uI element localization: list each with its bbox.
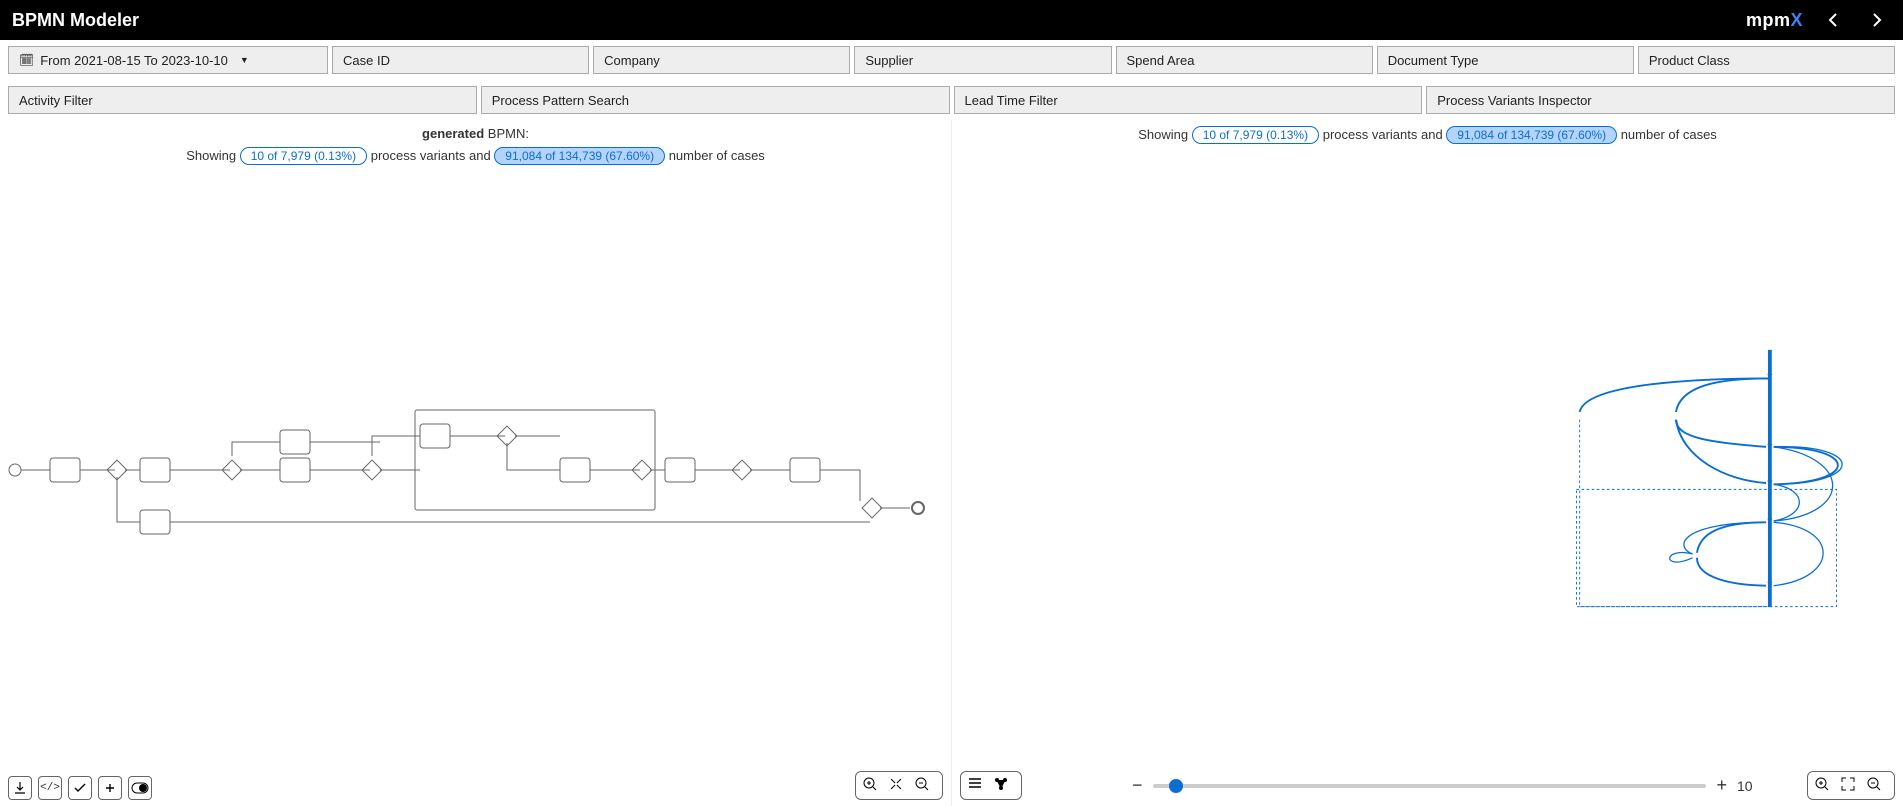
date-range-label: From 2021-08-15 To 2023-10-10 — [40, 53, 228, 68]
bpmn-panel: generated BPMN: Showing 10 of 7,979 (0.1… — [0, 120, 952, 806]
bpmn-canvas[interactable] — [0, 180, 951, 806]
fit-button[interactable] — [888, 776, 910, 795]
list-view-button[interactable] — [967, 776, 989, 795]
variant-slider[interactable] — [1153, 784, 1707, 788]
dropdown-icon: ▼ — [240, 55, 249, 65]
zoom-in-button[interactable] — [862, 776, 884, 795]
slider-plus-button[interactable]: + — [1716, 775, 1727, 796]
download-svg-button[interactable] — [8, 776, 32, 800]
add-button[interactable] — [98, 776, 122, 800]
variants-pill-right[interactable]: 10 of 7,979 (0.13%) — [1192, 126, 1319, 144]
nav-next-button[interactable] — [1863, 6, 1891, 34]
left-zoom-toolbar — [855, 771, 943, 800]
process-pattern-search[interactable]: Process Pattern Search — [481, 86, 950, 114]
top-bar: BPMN Modeler mpmX — [0, 0, 1903, 40]
filter-row-2: Activity Filter Process Pattern Search L… — [0, 80, 1903, 120]
zoom-in-button-right[interactable] — [1814, 776, 1836, 795]
product-class-filter[interactable]: Product Class — [1638, 46, 1895, 74]
date-range-filter[interactable]: 🗓 From 2021-08-15 To 2023-10-10 ▼ — [8, 46, 328, 74]
calendar-icon: 🗓 — [19, 53, 34, 67]
nav-prev-button[interactable] — [1819, 6, 1847, 34]
case-id-filter[interactable]: Case ID — [332, 46, 589, 74]
right-toolbar: − + 10 — [960, 771, 1895, 800]
generated-label: generated — [422, 126, 484, 141]
toggle-button[interactable] — [128, 776, 152, 800]
process-variants-inspector[interactable]: Process Variants Inspector — [1426, 86, 1895, 114]
zoom-out-button[interactable] — [914, 776, 936, 795]
company-filter[interactable]: Company — [593, 46, 850, 74]
cases-pill-right[interactable]: 91,084 of 134,739 (67.60%) — [1446, 126, 1617, 144]
slider-minus-button[interactable]: − — [1132, 775, 1143, 796]
app-title: BPMN Modeler — [12, 10, 139, 31]
flow-stat-line: Showing 10 of 7,979 (0.13%) process vari… — [952, 120, 1903, 150]
zoom-out-button-right[interactable] — [1866, 776, 1888, 795]
bpmn-stat-line: Showing 10 of 7,979 (0.13%) process vari… — [0, 147, 951, 171]
code-button[interactable]: </> — [38, 776, 62, 800]
lead-time-filter[interactable]: Lead Time Filter — [954, 86, 1423, 114]
graph-view-button[interactable] — [993, 776, 1015, 795]
variants-pill[interactable]: 10 of 7,979 (0.13%) — [240, 147, 367, 165]
check-button[interactable] — [68, 776, 92, 800]
slider-value: 10 — [1737, 778, 1767, 794]
document-type-filter[interactable]: Document Type — [1377, 46, 1634, 74]
flow-canvas[interactable]: Start 91,084 End 91,084 Create Purchase … — [952, 160, 1903, 806]
brand-logo: mpmX — [1746, 10, 1803, 31]
left-toolbar: </> — [8, 776, 152, 800]
supplier-filter[interactable]: Supplier — [854, 46, 1111, 74]
activity-filter[interactable]: Activity Filter — [8, 86, 477, 114]
spend-area-filter[interactable]: Spend Area — [1116, 46, 1373, 74]
filter-row-1: 🗓 From 2021-08-15 To 2023-10-10 ▼ Case I… — [0, 40, 1903, 80]
process-flow-panel: Showing 10 of 7,979 (0.13%) process vari… — [952, 120, 1903, 806]
fit-button-right[interactable] — [1840, 776, 1862, 795]
cases-pill[interactable]: 91,084 of 134,739 (67.60%) — [494, 147, 665, 165]
